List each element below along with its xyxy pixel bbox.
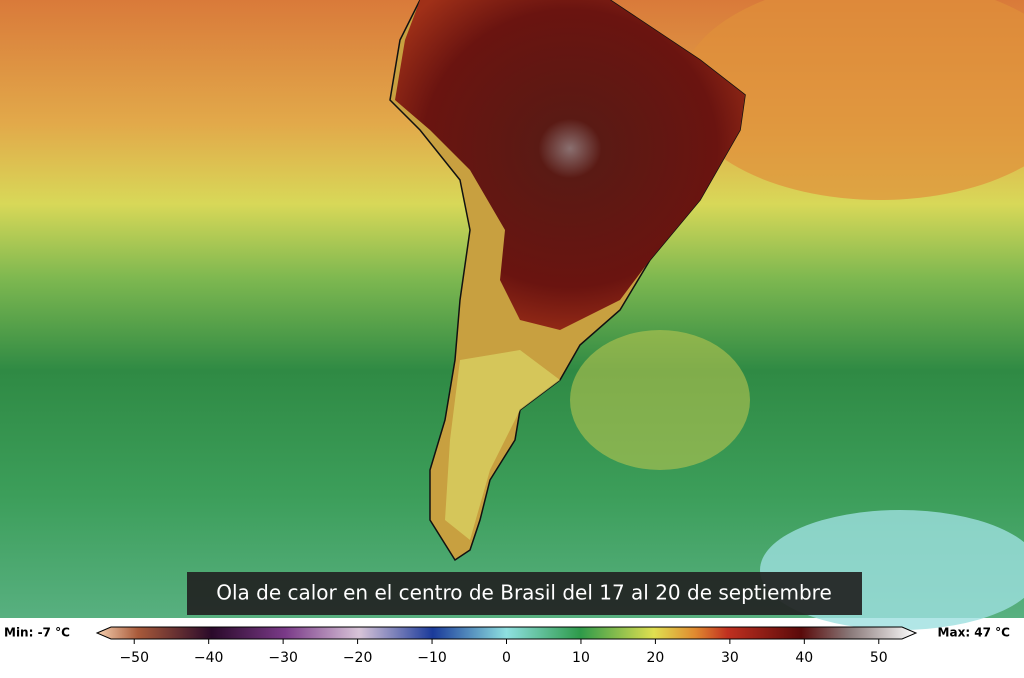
tick-label: 20 [646, 650, 664, 666]
tick-label: −20 [343, 650, 373, 666]
caption: Ola de calor en el centro de Brasil del … [216, 581, 832, 605]
tick-label: 10 [572, 650, 590, 666]
min-label: Min: -7 °C [4, 626, 70, 640]
tick-label: −30 [268, 650, 298, 666]
tick-label: −50 [119, 650, 149, 666]
colorbar: Min: -7 °C Max: 47 °C −50 −40 −30 −20 −10 0 10… [4, 626, 1010, 667]
tick-label: 40 [795, 650, 813, 666]
tick-label: 0 [502, 650, 511, 666]
tick-label: 30 [721, 650, 739, 666]
tick-label: −10 [417, 650, 447, 666]
tick-label: −40 [194, 650, 224, 666]
tick-label: 50 [870, 650, 888, 666]
map: Ola de calor en el centro de Brasil del … [0, 0, 1024, 630]
colorbar-scale [95, 626, 918, 640]
max-label: Max: 47 °C [938, 626, 1011, 640]
